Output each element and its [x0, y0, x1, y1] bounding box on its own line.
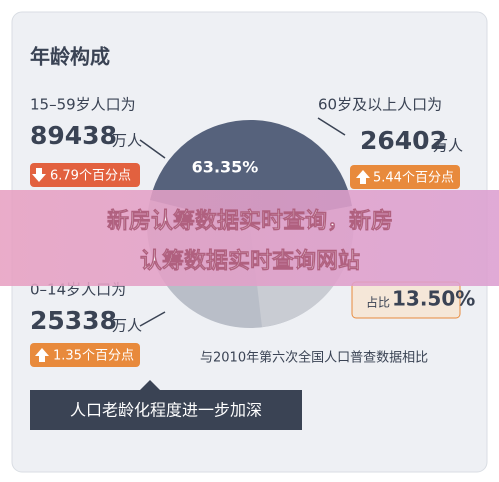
footer-text: 人口老龄化程度进一步加深 [70, 401, 262, 420]
change-text: 6.79个百分点 [50, 169, 131, 184]
change-text: 5.44个百分点 [373, 171, 454, 186]
arrow-up [35, 348, 49, 362]
share-prefix: 占比 [366, 295, 390, 310]
banner-line: 认筹数据实时查询网站 [140, 248, 360, 274]
leader-line [139, 311, 166, 327]
button-pointer [140, 380, 160, 390]
pie-label: 63.35% [192, 158, 259, 177]
group-number: 89438 [30, 121, 117, 150]
group-number: 25338 [30, 306, 117, 335]
arrow-up [356, 170, 370, 184]
group-number: 26402 [360, 126, 447, 155]
group-label: 60岁及以上人口为 [318, 96, 442, 114]
change-badge [30, 163, 140, 187]
change-badge [350, 165, 460, 189]
leader-line [139, 139, 166, 159]
banner-line: 新房认筹数据实时查询，新房 [107, 208, 393, 234]
group-unit: 万人 [112, 132, 142, 150]
change-text: 1.35个百分点 [53, 349, 134, 364]
footer-button [30, 390, 302, 430]
group-label: 15–59岁人口为 [30, 96, 136, 114]
leader-line [317, 117, 346, 136]
group-unit: 万人 [433, 137, 463, 155]
share-value: 13.50% [392, 287, 475, 311]
note: 与2010年第六次全国人口普查数据相比 [200, 350, 428, 366]
group-unit: 万人 [112, 317, 142, 335]
change-badge [30, 343, 140, 367]
banner [0, 190, 499, 286]
title: 年龄构成 [30, 45, 110, 69]
arrow-down [32, 168, 46, 182]
